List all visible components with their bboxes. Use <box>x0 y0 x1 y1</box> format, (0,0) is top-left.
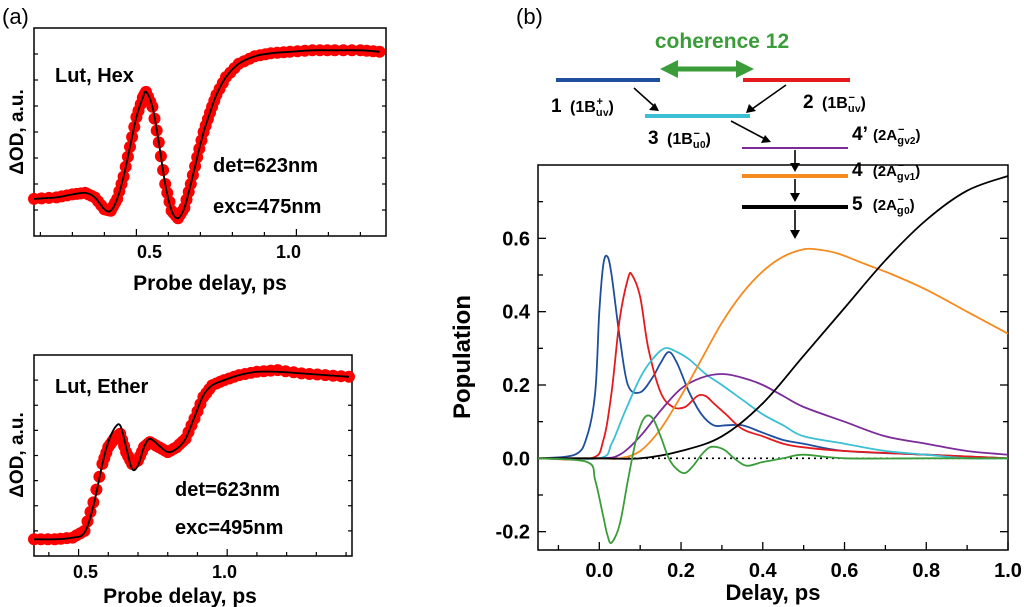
series-line <box>537 347 1009 461</box>
panel-a-label: (a) <box>2 4 29 29</box>
state-3-label: 3 (1Bu−0) <box>648 128 711 151</box>
coherence-arrowhead-left <box>660 60 678 78</box>
y-tick-label: 0.4 <box>502 302 531 324</box>
state-5-label: 5 (2Ag−0) <box>852 194 915 217</box>
xtick-label: 0.5 <box>73 562 98 582</box>
xtick-label: 1.0 <box>276 242 301 262</box>
plot-population: 0.0 0.2 0.4 0.6 0.8 1.0 -0.2 0.0 0.2 0.4 0.6 Delay… <box>449 164 1022 605</box>
series-line <box>537 414 1008 544</box>
data-layer <box>28 44 386 225</box>
arrowhead <box>790 193 800 202</box>
panel-b-label: (b) <box>516 4 543 29</box>
series-line <box>537 254 1009 460</box>
transition-arrows <box>633 84 796 232</box>
plot-title: Lut, Hex <box>55 65 134 87</box>
x-tick-label: 0.0 <box>585 560 613 582</box>
ticks <box>538 201 1009 550</box>
series-line <box>538 175 1009 460</box>
y-axis-label: ΔOD, a.u. <box>7 89 28 174</box>
y-tick-label: -0.2 <box>496 522 530 544</box>
plot-title: Lut, Ether <box>55 376 149 398</box>
coherence-arrow <box>660 60 754 78</box>
data-layer <box>28 364 355 546</box>
energy-level-diagram: coherence 12 1 <box>551 30 921 239</box>
transition-arrowheads <box>649 103 800 239</box>
arrowhead <box>790 163 800 172</box>
state-1-label: 1 (1Bu+v) <box>551 96 614 119</box>
x-tick-label: 0.4 <box>749 560 778 582</box>
x-tick-label: 0.8 <box>912 560 940 582</box>
state-4-prime-label: 4’ (2Ag−v2) <box>852 124 921 147</box>
arrowhead <box>649 103 659 111</box>
coherence-label: coherence 12 <box>655 30 789 53</box>
exc-annotation: exc=475nm <box>213 196 321 218</box>
y-tick-label: 0.2 <box>502 375 530 397</box>
exc-annotation: exc=495nm <box>175 517 283 539</box>
arrow-2-to-3 <box>751 84 787 110</box>
arrow-3-to-4p <box>730 120 766 140</box>
state-4-label: 4 (2Ag−v1) <box>852 160 920 183</box>
series-line <box>538 247 1009 460</box>
fit-line <box>33 370 350 541</box>
x-axis-label: Delay, ps <box>726 580 821 605</box>
arrowhead <box>761 135 771 143</box>
plot-lut-ether: Lut, Ether det=623nm exc=495nm 0.5 1.0 P… <box>7 354 355 607</box>
coherence-arrowhead-right <box>736 60 754 78</box>
det-annotation: det=623nm <box>175 479 280 501</box>
series-line <box>537 271 1009 461</box>
tick-labels: 0.0 0.2 0.4 0.6 0.8 1.0 -0.2 0.0 0.2 0.4 0.6 <box>496 228 1022 582</box>
y-tick-label: 0.6 <box>502 228 530 250</box>
fit-line <box>33 49 380 220</box>
state-2-label: 2 (1Bu−v) <box>803 92 866 115</box>
y-axis-label: ΔOD, a.u. <box>7 412 28 497</box>
x-tick-label: 0.6 <box>831 560 859 582</box>
x-axis-label: Probe delay, ps <box>133 272 287 295</box>
arrowhead <box>746 104 756 113</box>
arrowhead <box>790 230 800 239</box>
series-line <box>537 373 1009 460</box>
xtick-label: 1.0 <box>212 562 237 582</box>
data-layer <box>537 175 1009 544</box>
det-annotation: det=623nm <box>213 155 318 177</box>
axes-frame <box>33 27 387 237</box>
x-tick-label: 0.2 <box>667 560 695 582</box>
arrow-1-to-3 <box>633 87 655 107</box>
xtick-label: 0.5 <box>137 242 162 262</box>
y-tick-label: 0.0 <box>502 448 530 470</box>
x-tick-label: 1.0 <box>994 560 1022 582</box>
plot-lut-hex: Lut, Hex det=623nm exc=475nm 0.5 1.0 Pro… <box>7 27 387 295</box>
ticks <box>34 379 352 556</box>
x-axis-label: Probe delay, ps <box>103 585 257 607</box>
y-axis-label: Population <box>449 295 476 419</box>
axes-frame <box>537 164 1009 551</box>
